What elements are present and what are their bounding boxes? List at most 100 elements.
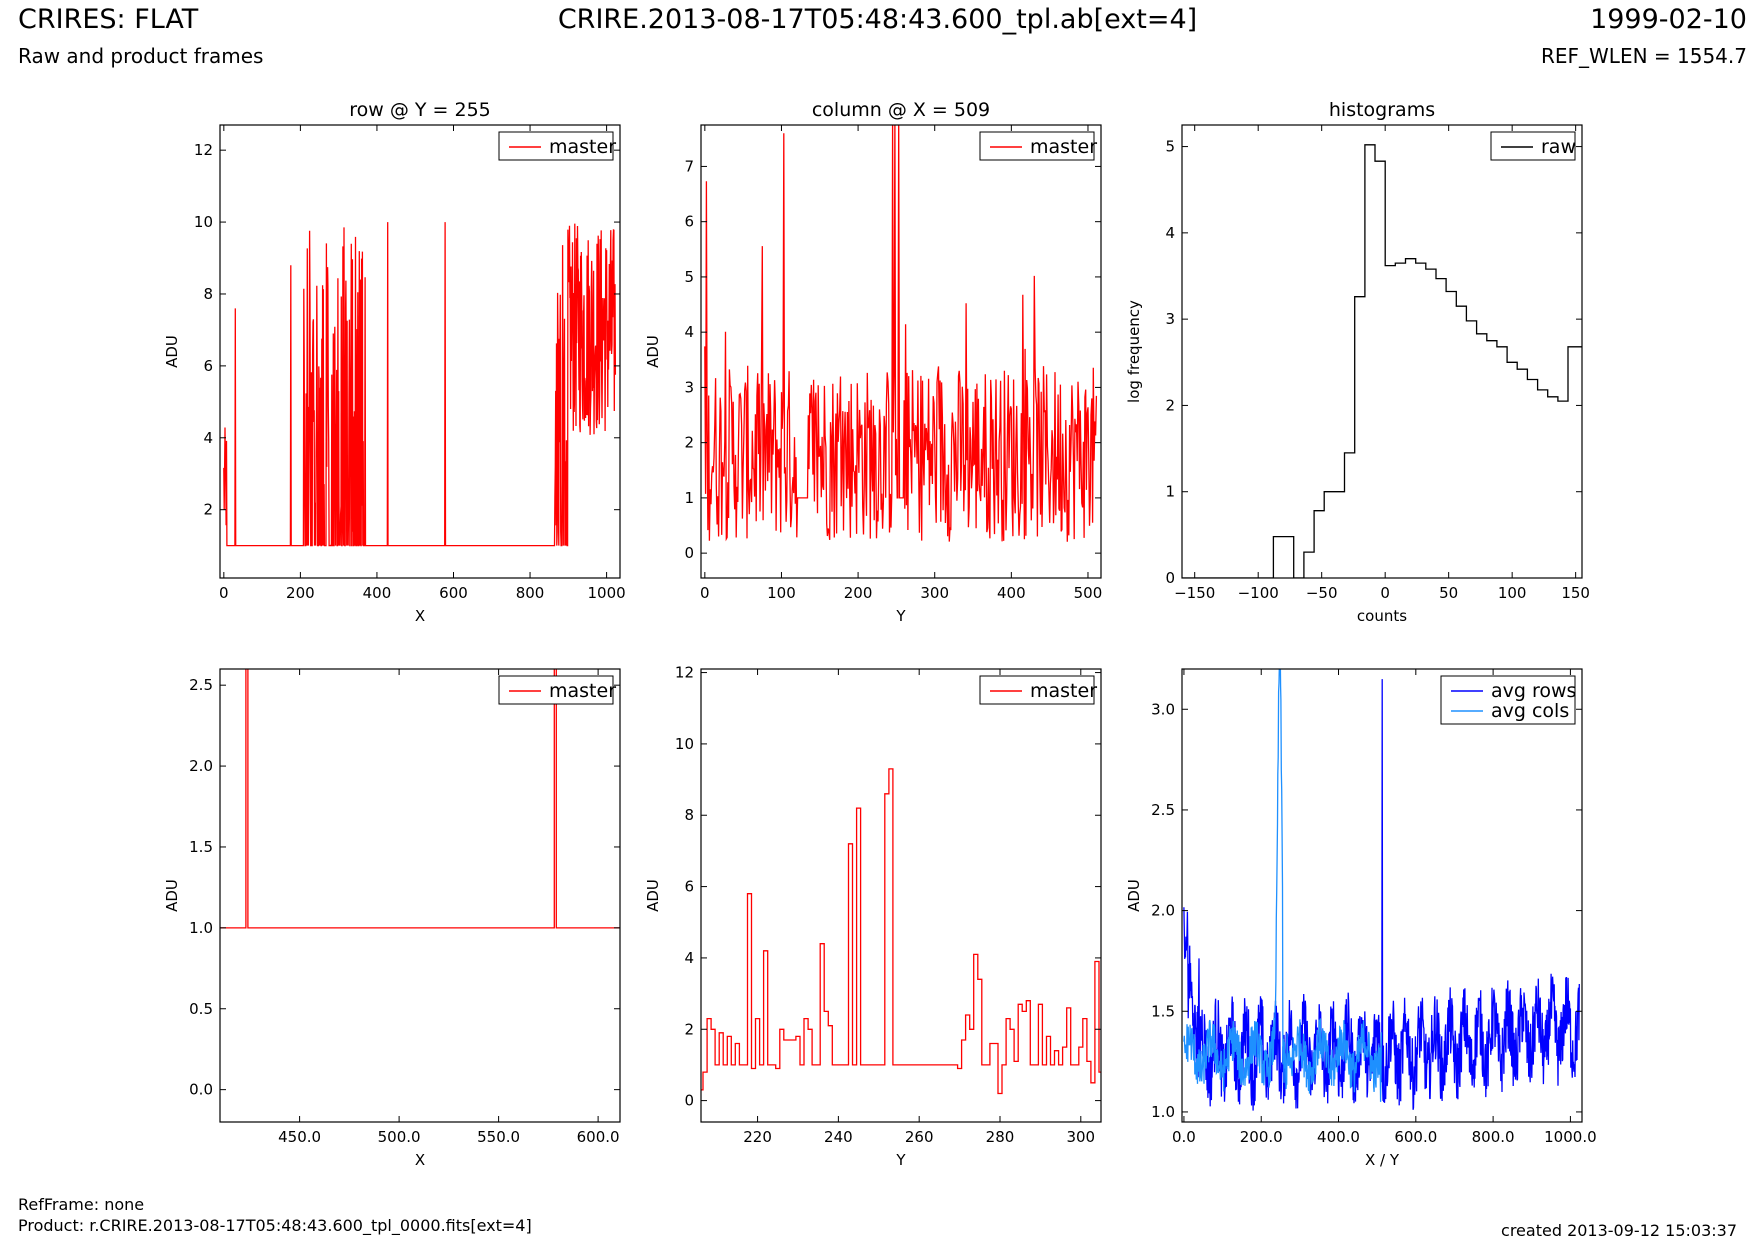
axes-frame — [219, 124, 621, 579]
y-tick-label: 2 — [684, 434, 694, 452]
x-tick-label: 260 — [905, 1128, 934, 1146]
series-line-1 — [223, 222, 617, 547]
y-tick-label: 2 — [203, 501, 213, 519]
y-tick-label: 1 — [684, 489, 694, 507]
x-tick-label: 300 — [1066, 1128, 1095, 1146]
x-tick-label: −100 — [1238, 584, 1279, 602]
x-tick-label: 600 — [439, 584, 468, 602]
legend-box — [1490, 131, 1576, 161]
y-tick-label: 4 — [203, 429, 213, 447]
y-tick-label: 2 — [1165, 396, 1175, 414]
series-line-1 — [704, 125, 1098, 542]
x-tick-label: 800 — [516, 584, 545, 602]
x-tick-label: 550.0 — [477, 1128, 520, 1146]
y-tick-label: 12 — [194, 141, 213, 159]
chart-p4: 450.0 500.0 550.0 600.0 0.0 0.5 1.0 1.5 2.0 2.5 X A… — [163, 668, 621, 1169]
legend: master — [498, 675, 616, 705]
legend: master — [979, 131, 1097, 161]
x-tick-label: 300 — [920, 584, 949, 602]
y-axis-label: ADU — [644, 879, 662, 912]
y-tick-label: 6 — [203, 357, 213, 375]
y-tick-label: 3 — [1165, 310, 1175, 328]
y-tick-label: 10 — [194, 213, 213, 231]
legend-label: avg rows — [1491, 680, 1576, 702]
plot-area — [1183, 669, 1580, 1111]
plot-area — [701, 768, 1101, 1095]
x-tick-label: 100 — [1498, 584, 1527, 602]
axes-frame — [700, 668, 1102, 1123]
y-tick-label: 8 — [684, 806, 694, 824]
x-tick-label: 240 — [824, 1128, 853, 1146]
legend: master — [979, 675, 1097, 705]
y-tick-label: 4 — [684, 949, 694, 967]
axes-frame — [1181, 668, 1583, 1123]
chart-p6: 0.0 200.0 400.0 600.0 800.0 1000.0 1.0 1.5 2.0 2.… — [1125, 668, 1597, 1169]
x-tick-label: 500.0 — [378, 1128, 421, 1146]
x-tick-label: −50 — [1306, 584, 1338, 602]
plot-area — [223, 222, 617, 547]
legend-label: master — [1030, 680, 1097, 702]
x-tick-label: 200 — [286, 584, 315, 602]
x-tick-label: 220 — [743, 1128, 772, 1146]
created-label: created 2013-09-12 15:03:37 — [1501, 1221, 1737, 1240]
plot-area — [220, 669, 620, 929]
y-tick-label: 4 — [684, 323, 694, 341]
y-tick-label: 8 — [203, 285, 213, 303]
y-tick-label: 1.0 — [189, 919, 213, 937]
legend-label: raw — [1541, 136, 1576, 158]
chart-title: histograms — [1329, 99, 1435, 121]
legend-label: master — [549, 680, 616, 702]
x-tick-label: 400 — [997, 584, 1026, 602]
y-tick-label: 5 — [684, 268, 694, 286]
y-tick-label: 12 — [675, 664, 694, 682]
x-tick-label: 0 — [1380, 584, 1390, 602]
x-tick-label: 1000 — [588, 584, 626, 602]
y-axis-label: ADU — [163, 879, 181, 912]
y-tick-label: 1 — [1165, 483, 1175, 501]
series-line-1 — [701, 768, 1101, 1095]
legend-box — [498, 675, 614, 705]
y-tick-label: 7 — [684, 157, 694, 175]
x-tick-label: 280 — [986, 1128, 1015, 1146]
x-tick-label: 400.0 — [1317, 1128, 1360, 1146]
legend-label: master — [549, 136, 616, 158]
series-line-1 — [1182, 144, 1582, 578]
x-tick-label: 200.0 — [1240, 1128, 1283, 1146]
x-tick-label: 600.0 — [577, 1128, 620, 1146]
x-tick-label: 0 — [700, 584, 710, 602]
y-tick-label: 1.5 — [1151, 1002, 1175, 1020]
y-axis-label: ADU — [644, 335, 662, 368]
x-tick-label: 1000.0 — [1544, 1128, 1597, 1146]
x-tick-label: −150 — [1174, 584, 1215, 602]
legend-box — [979, 675, 1095, 705]
legend-label: avg cols — [1491, 700, 1569, 722]
x-tick-label: 200 — [844, 584, 873, 602]
legend-box — [979, 131, 1095, 161]
page-subtitle: Raw and product frames — [18, 44, 264, 68]
axes-frame — [219, 668, 621, 1123]
y-tick-label: 3.0 — [1151, 700, 1175, 718]
y-tick-label: 0 — [684, 544, 694, 562]
y-tick-label: 2.0 — [1151, 902, 1175, 920]
legend-box — [1440, 675, 1576, 725]
chart-p5: 220 240 260 280 300 0 2 4 6 8 10 12 Y ADU master — [644, 664, 1102, 1169]
chart-p1: 0 200 400 600 800 1000 2 4 6 8 10 12 row @ Y = 255 X A… — [163, 99, 626, 625]
x-axis-label: X / Y — [1365, 1151, 1400, 1169]
y-axis-label: ADU — [1125, 879, 1143, 912]
x-tick-label: 600.0 — [1394, 1128, 1437, 1146]
x-axis-label: X — [415, 1151, 425, 1169]
y-tick-label: 1.0 — [1151, 1103, 1175, 1121]
x-tick-label: 450.0 — [278, 1128, 321, 1146]
y-tick-label: 4 — [1165, 224, 1175, 242]
x-tick-label: 400 — [363, 584, 392, 602]
x-tick-label: 150 — [1561, 584, 1590, 602]
file-title: CRIRE.2013-08-17T05:48:43.600_tpl.ab[ext… — [557, 4, 1198, 35]
y-tick-label: 1.5 — [189, 838, 213, 856]
chart-title: column @ X = 509 — [812, 99, 990, 121]
y-tick-label: 3 — [684, 378, 694, 396]
y-tick-label: 0 — [684, 1092, 694, 1110]
chart-p2: 0 100 200 300 400 500 0 1 2 3 4 5 6 7 column @ X = 509… — [644, 99, 1102, 625]
y-tick-label: 5 — [1165, 138, 1175, 156]
